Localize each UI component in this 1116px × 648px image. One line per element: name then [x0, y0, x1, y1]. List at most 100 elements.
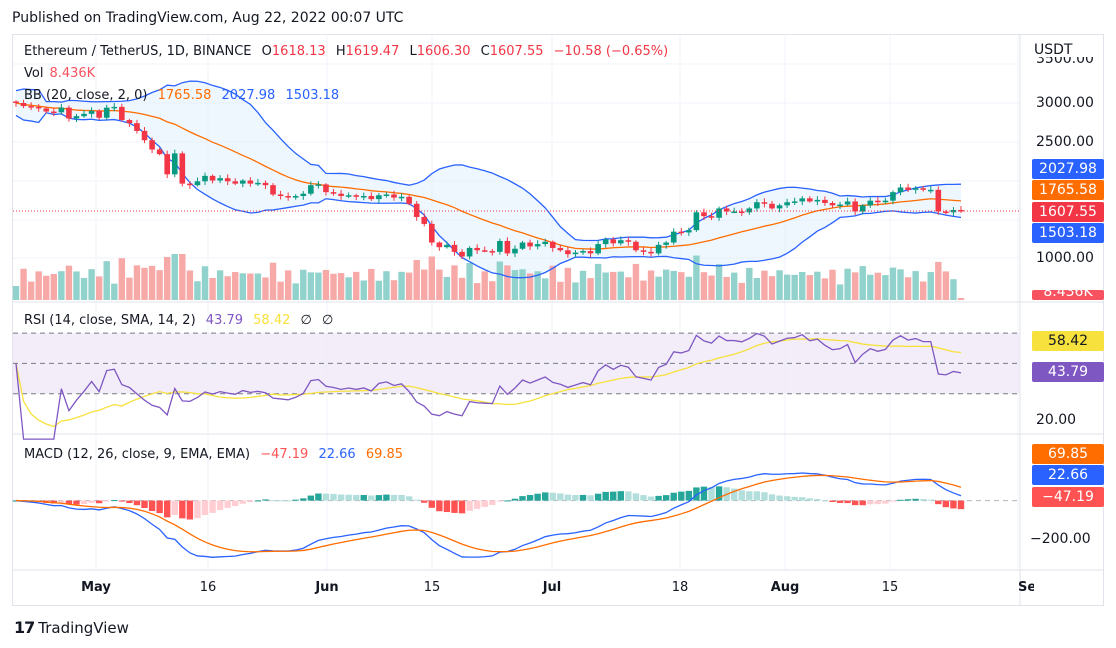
candle-body — [466, 247, 473, 257]
volume-tag: 8.436K — [1032, 290, 1104, 300]
time-label: 16 — [199, 580, 217, 595]
time-label: 15 — [423, 580, 441, 595]
candle-body — [20, 103, 27, 107]
macd-histogram-bar — [602, 491, 609, 501]
rsi-label: RSI (14, close, SMA, 14, 2) — [24, 313, 196, 328]
macd-histogram-bar — [889, 500, 897, 502]
price-tick: 3500.00 — [1036, 57, 1094, 67]
candle-body — [111, 106, 118, 109]
volume-bar — [315, 272, 322, 300]
candle-body — [459, 251, 465, 257]
volume-bar — [398, 271, 405, 300]
macd-histogram-bar — [269, 500, 277, 502]
volume-bar — [451, 265, 458, 300]
macd-histogram-bar — [300, 498, 307, 501]
candle-body — [171, 153, 178, 175]
volume-bar — [761, 270, 768, 300]
macd-histogram-bar — [904, 499, 912, 501]
macd-histogram-bar — [700, 486, 708, 501]
volume-bar — [390, 280, 398, 300]
macd-histogram-bar — [111, 500, 118, 502]
candle-body — [436, 242, 443, 248]
candle-body — [686, 230, 692, 233]
candle-body — [693, 212, 700, 231]
candle-body — [549, 241, 556, 248]
volume-value: 8.436K — [49, 66, 96, 81]
volume-bar — [549, 265, 556, 300]
candle-body — [285, 196, 291, 198]
last-price-tag: 1607.55 — [1032, 202, 1104, 222]
close-label: C — [480, 44, 490, 59]
volume-bar — [421, 269, 428, 300]
macd-histogram-bar — [557, 493, 564, 501]
volume-bar — [209, 277, 216, 300]
candle-body — [35, 106, 42, 109]
volume-bar — [768, 276, 776, 300]
macd-histogram-bar — [413, 499, 420, 501]
volume-bar — [587, 278, 594, 300]
volume-bar — [95, 276, 103, 300]
macd-histogram-bar — [519, 496, 526, 501]
candle-body — [481, 250, 488, 252]
volume-bar — [738, 282, 745, 300]
volume-bar — [693, 255, 700, 300]
volume-bar — [851, 272, 859, 300]
candle-body — [731, 211, 737, 214]
candle-body — [875, 200, 881, 203]
brand-name: TradingView — [38, 618, 129, 637]
candle-body — [799, 198, 806, 202]
macd-histogram-bar — [511, 498, 519, 501]
volume-bar — [164, 256, 171, 300]
candle-body — [368, 196, 375, 200]
volume-bar — [186, 270, 194, 300]
open-value: 1618.13 — [271, 44, 326, 59]
macd-histogram-bar — [950, 500, 957, 509]
candle-body — [580, 251, 586, 253]
candle-body — [905, 187, 911, 190]
macd-histogram-bar — [232, 500, 239, 507]
macd-histogram-bar — [254, 500, 262, 502]
volume-bar — [201, 266, 209, 300]
macd-histogram-bar — [292, 499, 299, 501]
volume-bar — [345, 277, 352, 300]
macd-histogram-bar — [337, 494, 345, 501]
candle-body — [232, 181, 239, 184]
volume-bar — [88, 269, 95, 300]
macd-histogram-bar — [209, 500, 216, 513]
candle-body — [421, 216, 428, 224]
time-label: Aug — [770, 580, 800, 595]
macd-hist-value: −47.19 — [260, 447, 309, 462]
volume-bar — [436, 269, 443, 300]
volume-bar — [889, 267, 897, 300]
macd-histogram-bar — [829, 500, 836, 502]
macd-histogram-bar — [436, 500, 443, 512]
candle-body — [300, 193, 307, 197]
volume-bar — [337, 273, 345, 300]
volume-bar — [904, 277, 912, 300]
candle-body — [542, 241, 548, 245]
macd-histogram-bar — [776, 495, 783, 501]
candle-body — [738, 211, 745, 214]
volume-bar — [511, 270, 519, 300]
macd-histogram-bar — [458, 500, 466, 514]
signal-line — [15, 474, 962, 553]
macd-histogram-bar — [405, 496, 413, 501]
volume-bar — [103, 261, 110, 300]
macd-histogram-bar — [859, 500, 866, 506]
macd-histogram-bar — [957, 500, 965, 510]
volume-bar — [957, 298, 965, 300]
candle-body — [950, 209, 957, 213]
volume-bar — [322, 269, 330, 300]
macd-histogram-bar — [489, 500, 496, 505]
volume-bar — [156, 270, 163, 300]
candle-body — [497, 240, 503, 252]
time-label: Jun — [315, 580, 339, 595]
candle-body — [489, 251, 496, 253]
candle-body — [217, 178, 223, 181]
volume-bar — [307, 272, 315, 300]
macd-histogram-bar — [95, 500, 103, 504]
candle-body — [126, 120, 133, 124]
volume-bar — [428, 256, 435, 300]
brand-footer[interactable]: 17 TradingView — [14, 618, 129, 637]
